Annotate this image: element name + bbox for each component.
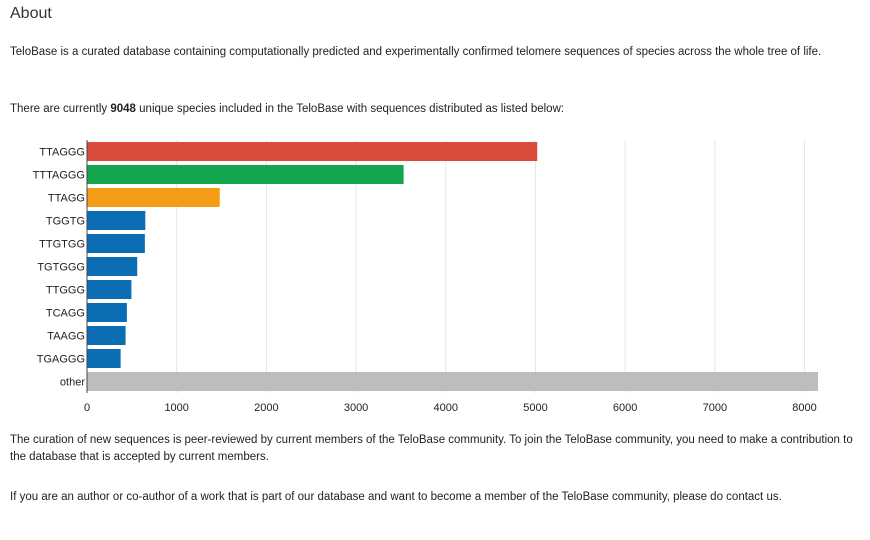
- bar-ttgtgg: [87, 234, 145, 253]
- category-label: TTGGG: [46, 285, 85, 297]
- category-label: TTAGG: [48, 193, 85, 205]
- intro-paragraph: TeloBase is a curated database containin…: [10, 46, 822, 58]
- category-label: other: [60, 377, 85, 389]
- category-label: TGGTG: [46, 216, 85, 228]
- category-label: TAAGG: [47, 331, 85, 343]
- species-count-paragraph: There are currently 9048 unique species …: [10, 101, 860, 118]
- category-label: TGAGGG: [37, 354, 85, 366]
- bar-tggtg: [87, 211, 146, 230]
- bar-ttaggg: [87, 142, 538, 161]
- curation-paragraph: The curation of new sequences is peer-re…: [10, 434, 853, 463]
- x-tick-label: 8000: [792, 402, 816, 414]
- category-label: TTTAGGG: [33, 170, 85, 182]
- x-tick-label: 7000: [703, 402, 727, 414]
- bar-tcagg: [87, 303, 127, 322]
- page-title: About: [10, 5, 52, 22]
- species-count: 9048: [110, 103, 136, 115]
- bar-tgaggg: [87, 349, 121, 368]
- category-label: TCAGG: [46, 308, 85, 320]
- bar-ttggg: [87, 280, 132, 299]
- count-text-after: unique species included in the TeloBase …: [135, 103, 565, 115]
- category-label: TTGTGG: [39, 239, 85, 251]
- sequence-distribution-chart: TTAGGG TTTAGGG TTAGG TGGTG TTGTGG TGTGGG TTGGG…: [33, 140, 818, 414]
- bar-tgtggg: [87, 257, 138, 276]
- x-tick-label: 4000: [434, 402, 458, 414]
- x-tick-label: 3000: [344, 402, 368, 414]
- x-tick-label: 2000: [254, 402, 278, 414]
- x-tick-label: 1000: [164, 402, 188, 414]
- category-label: TGTGGG: [37, 262, 85, 274]
- category-label: TTAGGG: [39, 147, 85, 159]
- x-tick-label: 5000: [523, 402, 547, 414]
- bar-other: [87, 372, 818, 391]
- x-tick-label: 6000: [613, 402, 637, 414]
- bar-tttaggg: [87, 165, 404, 184]
- contact-paragraph: If you are an author or co-author of a w…: [10, 491, 782, 503]
- bar-ttagg: [87, 188, 220, 207]
- x-tick-label: 0: [84, 402, 90, 414]
- count-text-before: There are currently: [10, 103, 111, 115]
- bar-taagg: [87, 326, 126, 345]
